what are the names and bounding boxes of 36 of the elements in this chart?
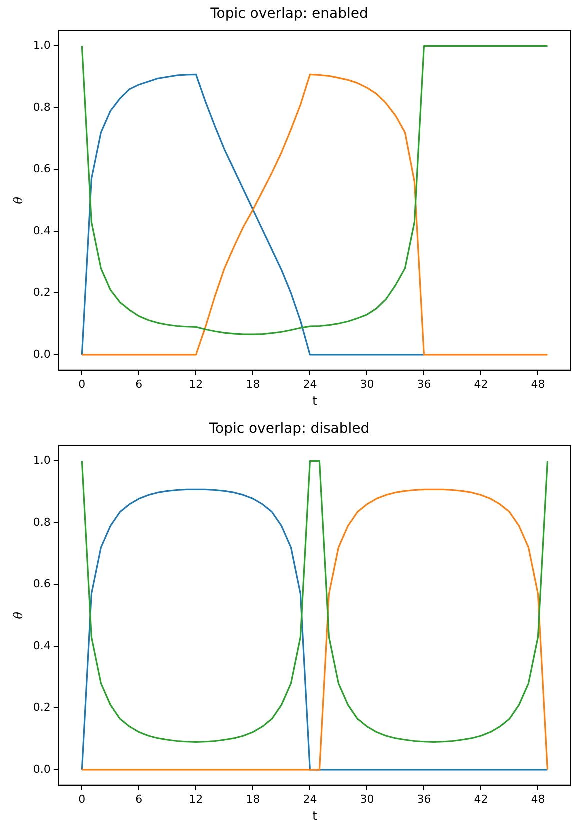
chart-title: Topic overlap: disabled xyxy=(208,421,370,438)
x-tick-label: 48 xyxy=(531,792,546,806)
x-tick-label: 36 xyxy=(417,378,432,391)
x-tick-label: 12 xyxy=(189,378,204,391)
x-tick-label: 6 xyxy=(136,792,143,806)
chart-title: Topic overlap: enabled xyxy=(210,6,368,22)
y-axis-title: θ xyxy=(11,196,26,204)
y-tick-label: 0.0 xyxy=(33,762,51,776)
x-tick-label: 36 xyxy=(417,792,432,806)
x-tick-label: 6 xyxy=(136,378,143,391)
x-tick-label: 42 xyxy=(474,792,488,806)
y-tick-label: 0.2 xyxy=(33,286,51,300)
y-axis-title: θ xyxy=(11,611,26,620)
y-tick-label: 0.6 xyxy=(33,578,51,591)
y-tick-label: 0.4 xyxy=(33,224,51,238)
y-tick-label: 0.4 xyxy=(33,639,51,652)
x-axis-title: t xyxy=(312,394,318,408)
x-tick-label: 18 xyxy=(246,378,260,391)
y-tick-label: 1.0 xyxy=(33,454,51,468)
y-tick-label: 1.0 xyxy=(33,39,51,52)
y-tick-label: 0.2 xyxy=(33,701,51,714)
x-tick-label: 0 xyxy=(78,792,86,806)
x-tick-label: 24 xyxy=(303,378,318,391)
x-tick-label: 42 xyxy=(474,378,488,391)
y-tick-label: 0.8 xyxy=(33,100,51,114)
y-tick-label: 0.8 xyxy=(33,516,51,529)
x-tick-label: 0 xyxy=(78,378,86,391)
x-tick-label: 12 xyxy=(189,792,204,806)
x-tick-label: 30 xyxy=(360,792,374,806)
y-tick-label: 0.6 xyxy=(33,162,51,176)
x-tick-label: 30 xyxy=(360,378,374,391)
y-tick-label: 0.0 xyxy=(33,348,51,361)
x-tick-label: 48 xyxy=(531,378,546,391)
x-tick-label: 24 xyxy=(303,792,318,806)
x-axis-title: t xyxy=(312,808,318,823)
x-tick-label: 18 xyxy=(246,792,260,806)
